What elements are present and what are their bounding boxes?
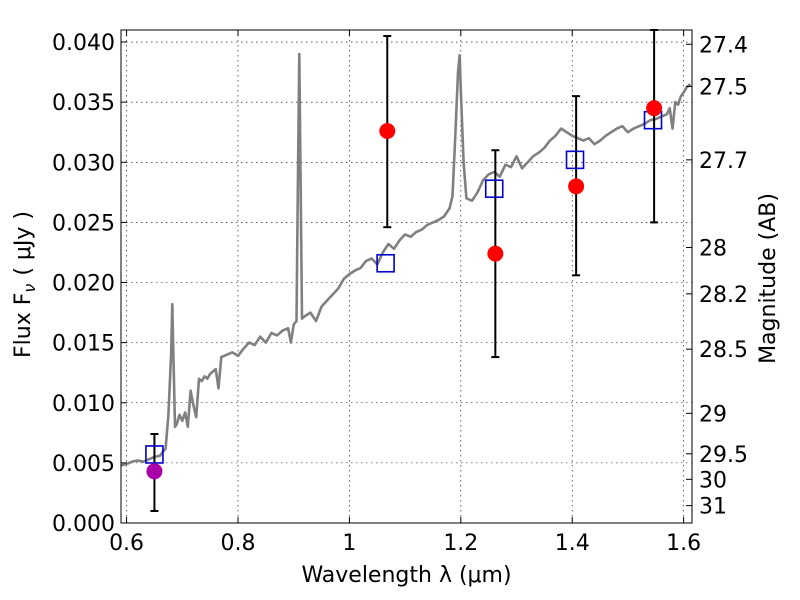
model-point: [376, 253, 395, 273]
observed-point: [646, 100, 663, 117]
model-point: [565, 150, 585, 170]
ticks: 0.6 0.8 1 1.2 1.4 1.6 0.000 0.005 0.010 0.015 0.02…: [52, 30, 748, 556]
y2-tick-label: 27.7: [699, 149, 748, 174]
x-tick-label: 0.6: [109, 531, 144, 556]
x-tick-label: 0.8: [220, 531, 255, 556]
y2-tick-label: 30: [699, 468, 727, 493]
model-points: [145, 110, 663, 464]
y-tick-label: 0.040: [52, 31, 115, 56]
y2-tick-label: 31: [699, 495, 727, 520]
y2-tick-label: 28: [699, 237, 727, 262]
y-axis-label: Flux Fν ( μJy ): [11, 211, 39, 358]
y2-tick-label: 29.5: [699, 443, 748, 468]
y2-tick-label: 27.4: [699, 33, 748, 58]
plot-frame: [120, 29, 693, 524]
x-tick-label: 1: [342, 531, 356, 556]
model-point: [484, 179, 504, 199]
x-axis-label: Wavelength λ (μm): [301, 563, 511, 588]
y2-tick-label: 29: [699, 402, 727, 427]
observed-point: [568, 178, 585, 195]
y2-axis-label: Magnitude (AB): [756, 193, 781, 364]
y-tick-label: 0.015: [52, 332, 115, 357]
y2-tick-label: 27.5: [699, 75, 748, 100]
observed-point: [146, 463, 163, 480]
y-tick-label: 0.035: [52, 91, 115, 116]
x-tick-label: 1.4: [555, 531, 590, 556]
spectrum-line: [120, 52, 692, 467]
y-tick-label: 0.010: [52, 392, 115, 417]
y-tick-label: 0.020: [52, 272, 115, 297]
y-tick-label: 0.025: [52, 211, 115, 236]
x-tick-label: 1.6: [666, 531, 701, 556]
observed-point: [379, 123, 396, 140]
y2-tick-label: 28.2: [699, 283, 748, 308]
x-tick-label: 1.2: [443, 531, 478, 556]
y-tick-label: 0.030: [52, 151, 115, 176]
y2-tick-label: 28.5: [699, 338, 748, 363]
observed-points: [146, 100, 663, 480]
y-axis-label-main: Flux F: [11, 293, 36, 358]
model-point: [145, 445, 164, 464]
y-tick-label: 0.005: [52, 452, 115, 477]
spectrum: [120, 52, 692, 467]
grid: [121, 30, 692, 524]
y-axis-label-sub: ν: [20, 284, 39, 293]
observed-point: [487, 245, 504, 262]
y-axis-label-unit: ( μJy ): [11, 211, 36, 276]
y-tick-label: 0.000: [52, 512, 115, 537]
